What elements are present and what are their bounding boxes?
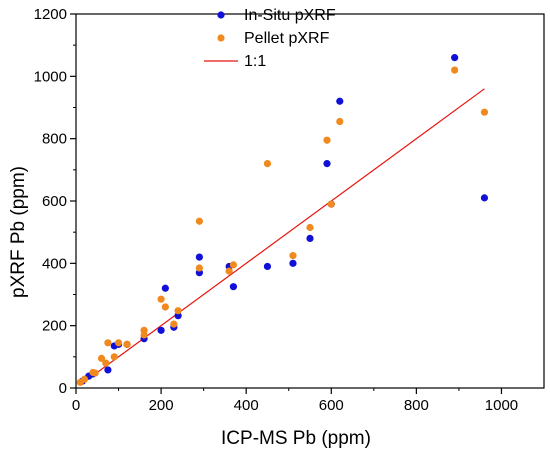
x-tick-label: 200 [149,397,174,414]
x-tick-label: 0 [72,397,80,414]
pellet-pxrf-point [170,320,178,328]
y-tick-label: 1000 [34,68,67,85]
y-tick-label: 200 [42,318,67,335]
in-situ-pxrf-point [263,262,272,271]
in-situ-pxrf-point [174,312,182,320]
pellet-pxrf-point [289,251,297,260]
in-situ-pxrf-point [157,326,165,334]
y-tick-label: 800 [42,131,67,148]
in-situ-pxrf-point [229,283,238,291]
pellet-pxrf-point [123,340,131,348]
in-situ-pxrf-point [451,54,459,62]
pellet-pxrf-point [110,353,118,361]
pellet-pxrf-point [451,66,459,74]
in-situ-pxrf-point [323,160,331,168]
pellet-pxrf-point [306,223,314,232]
x-tick-label: 1000 [485,397,518,414]
pellet-pxrf-point [80,375,89,383]
pellet-pxrf-point [480,108,489,116]
in-situ-pxrf-point [306,234,314,242]
in-situ-pxrf-point [336,97,344,105]
pellet-pxrf-point [195,217,203,225]
in-situ-pxrf-point [289,259,297,267]
pellet-pxrf-point [195,264,203,272]
legend-marker-in-situ-pxrf [217,11,225,19]
plot-area [76,54,489,386]
y-tick-label: 600 [42,193,67,210]
legend-label-pellet-pxrf: Pellet pXRF [244,30,330,47]
pellet-pxrf-point [102,359,110,367]
pellet-pxrf-point [323,136,331,144]
x-tick-label: 400 [234,397,259,414]
in-situ-pxrf-point [104,366,112,374]
axes: 0 200 400 600 800 1000 0 200 400 600 800 1000 1200 [34,6,545,414]
y-tick-label: 1200 [34,6,67,23]
x-axis-title: ICP-MS Pb (ppm) [221,428,371,449]
one-to-one-line [79,88,485,386]
pellet-pxrf-point [140,326,148,334]
legend: In-Situ pXRF Pellet pXRF 1:1 [204,7,336,70]
x-tick-label: 600 [319,397,344,414]
legend-label-in-situ-pxrf: In-Situ pXRF [244,7,336,24]
pellet-pxrf-point [225,267,233,275]
y-axis-title: pXRF Pb (ppm) [8,166,29,298]
x-tick-label: 800 [404,397,429,414]
in-situ-pxrf-point [480,194,489,202]
legend-marker-pellet-pxrf [217,34,225,42]
pellet-pxrf-point [97,354,106,362]
pellet-pxrf-point [161,303,169,311]
y-tick-label: 400 [42,255,67,272]
pellet-pxrf-point [104,339,112,347]
pellet-pxrf-point [327,200,335,208]
pellet-pxrf-point [157,295,165,303]
pellet-pxrf-point [91,369,99,377]
pellet-pxrf-point [114,339,123,347]
pellet-pxrf-point [174,307,182,315]
pellet-pxrf-point [229,261,238,269]
in-situ-pxrf-point [161,284,169,292]
legend-label-1-1: 1:1 [244,53,266,70]
pellet-pxrf-point [263,160,272,168]
y-tick-label: 0 [59,380,67,397]
pellet-pxrf-point [336,117,344,126]
in-situ-pxrf-point [195,253,203,261]
